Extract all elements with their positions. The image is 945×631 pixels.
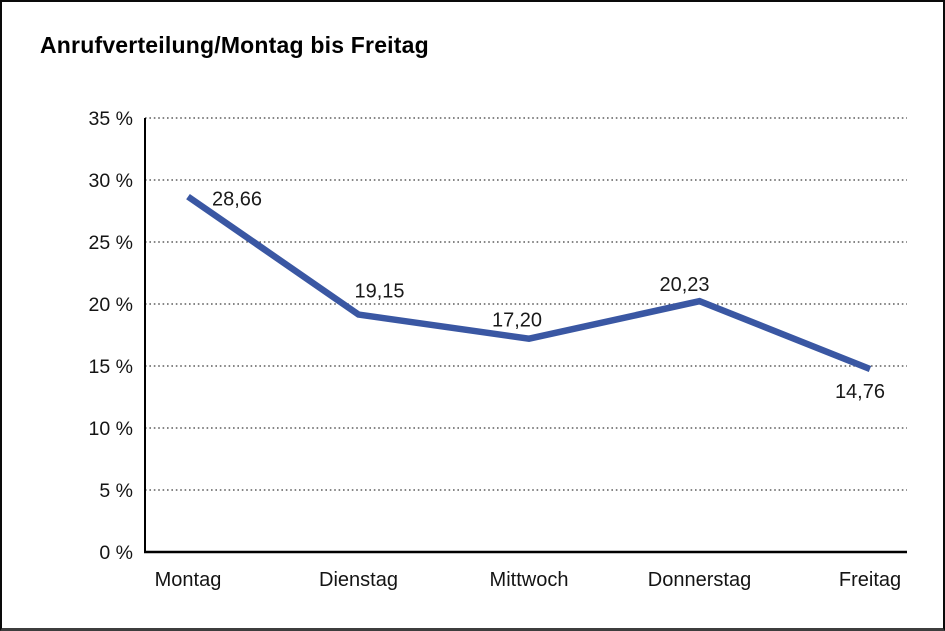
x-category-label: Montag [155,569,222,591]
x-category-label: Dienstag [319,569,398,591]
y-tick-label: 15 % [89,356,133,378]
x-category-label: Mittwoch [490,569,569,591]
y-tick-label: 0 % [99,542,133,564]
y-tick-label: 35 % [89,108,133,130]
chart-title: Anrufverteilung/Montag bis Freitag [40,32,429,58]
data-point-label: 19,15 [355,281,405,303]
y-tick-label: 10 % [89,418,133,440]
data-point-label: 17,20 [492,310,542,332]
data-point-label: 20,23 [659,274,709,296]
y-tick-label: 20 % [89,294,133,316]
data-point-label: 28,66 [212,189,262,211]
data-series-line [186,193,872,372]
y-tick-label: 30 % [89,170,133,192]
y-tick-label: 25 % [89,232,133,254]
data-point-label: 14,76 [835,381,885,403]
y-tick-label: 5 % [99,480,133,502]
x-category-label: Freitag [839,569,901,591]
x-category-label: Donnerstag [648,569,751,591]
